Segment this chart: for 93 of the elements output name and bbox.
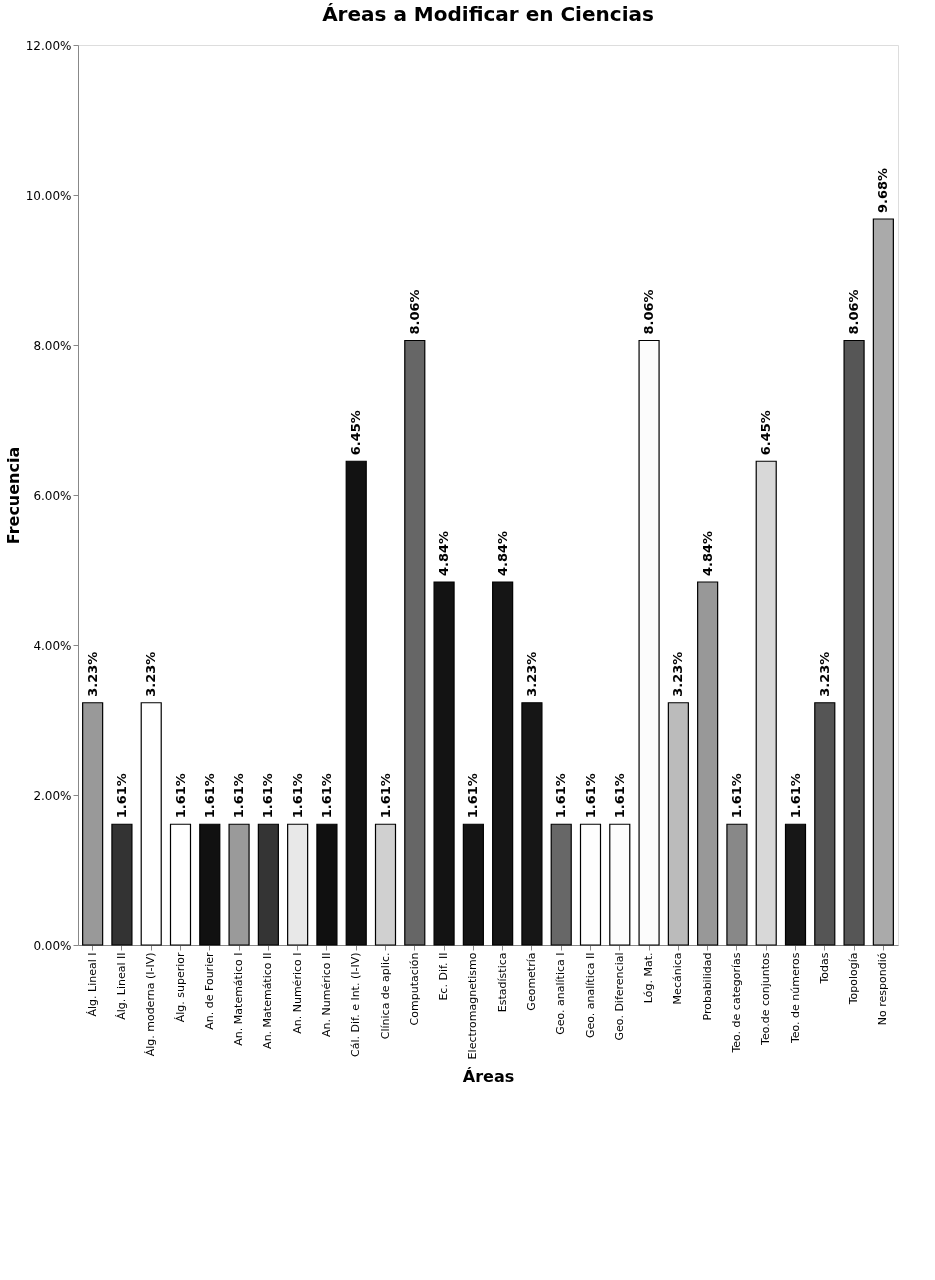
- data-label: 4.84%: [436, 530, 452, 576]
- data-label: 1.61%: [318, 773, 334, 819]
- bar: [111, 823, 133, 946]
- x-tick-label: Geo. Diferencial: [612, 952, 626, 1041]
- bar: [521, 702, 543, 946]
- x-tick-label: Geo. analítica I: [554, 952, 568, 1035]
- y-tick-label: 2.00%: [33, 788, 72, 803]
- y-tick-label: 0.00%: [33, 938, 72, 953]
- x-tick-label: Electromagnetismo: [466, 952, 480, 1060]
- x-tick-label: Geo. analítica II: [583, 952, 597, 1039]
- x-tick-label: Teo.de conjuntos: [759, 952, 773, 1046]
- bar: [579, 823, 602, 946]
- data-label: 1.61%: [172, 773, 188, 819]
- bar: [550, 823, 572, 946]
- x-tick-label: Teo. de categorías: [729, 952, 743, 1054]
- bar: [257, 823, 279, 946]
- x-tick-label: An. Matemático II: [261, 952, 275, 1049]
- y-tick-label: 10.00%: [25, 188, 72, 203]
- bar: [872, 218, 894, 946]
- data-label: 1.61%: [553, 773, 569, 819]
- bar: [492, 581, 514, 946]
- bar: [755, 460, 777, 946]
- x-tick-label: Computación: [407, 952, 421, 1026]
- x-tick-label: Estadística: [495, 952, 509, 1013]
- data-label: 3.23%: [84, 651, 100, 697]
- bar: [140, 702, 162, 946]
- x-tick-label: Todas: [817, 952, 831, 985]
- bar: [609, 823, 631, 946]
- y-tick-label: 4.00%: [33, 638, 72, 653]
- data-label: 8.06%: [846, 289, 862, 335]
- bar: [374, 823, 397, 946]
- data-label: 6.45%: [758, 410, 774, 456]
- bar: [82, 702, 104, 946]
- y-tick-label: 8.00%: [33, 338, 72, 353]
- y-tick-label: 6.00%: [33, 488, 72, 503]
- data-label: 9.68%: [875, 167, 891, 213]
- bar: [199, 823, 221, 946]
- x-tick-label: An. Matemático I: [232, 952, 246, 1046]
- bar: [638, 339, 660, 946]
- x-tick-label: Teo. de números: [788, 952, 802, 1045]
- bar: [169, 823, 192, 946]
- data-label: 1.61%: [582, 773, 598, 819]
- x-tick-label: Probabilidad: [700, 952, 714, 1021]
- data-label: 1.61%: [465, 773, 481, 819]
- data-label: 1.61%: [728, 773, 744, 819]
- data-label: 8.06%: [406, 289, 422, 335]
- data-label: 1.61%: [201, 773, 217, 819]
- data-label: 3.23%: [816, 651, 832, 697]
- bar: [667, 702, 689, 946]
- x-tick-label: Álg. Lineal II: [114, 952, 128, 1020]
- bar: [697, 581, 719, 946]
- bar: [784, 823, 807, 946]
- x-tick-label: Ec. Dif. II: [437, 952, 451, 1001]
- y-tick-label: 12.00%: [25, 38, 72, 53]
- x-tick-label: An. de Fourier: [202, 952, 216, 1030]
- x-tick-label: Clínica de aplic.: [378, 952, 392, 1040]
- y-axis-title: Frecuencia: [3, 446, 23, 545]
- data-label: 1.61%: [289, 773, 305, 819]
- bar: [345, 460, 367, 946]
- x-tick-label: Álg. moderna (I-IV): [144, 952, 158, 1057]
- data-label: 4.84%: [494, 530, 510, 576]
- x-tick-label: Topología: [847, 952, 861, 1006]
- data-label: 3.23%: [143, 651, 159, 697]
- bar: [843, 339, 865, 946]
- data-label: 1.61%: [377, 773, 393, 819]
- bar: [228, 823, 250, 946]
- bar: [462, 823, 484, 946]
- data-label: 8.06%: [641, 289, 657, 335]
- x-tick-label: Álg. superior: [173, 952, 187, 1023]
- x-tick-label: Álg. Lineal I: [85, 952, 99, 1017]
- x-tick-label: Geometría: [524, 952, 538, 1011]
- bar: [814, 702, 836, 946]
- data-label: 1.61%: [113, 773, 129, 819]
- bar: [433, 581, 455, 946]
- chart-title: Áreas a Modificar en Ciencias: [322, 2, 654, 26]
- bar: [316, 823, 338, 946]
- x-tick-label: Mecánica: [671, 952, 685, 1005]
- x-tick-label: Lóg. Mat.: [642, 952, 656, 1004]
- x-tick-label: An. Numérico I: [290, 952, 304, 1034]
- data-label: 3.23%: [670, 651, 686, 697]
- x-tick-label: No respondió: [876, 952, 890, 1026]
- x-tick-label: Cál. Dif. e Int. (I-IV): [349, 952, 363, 1057]
- x-axis-title: Áreas: [462, 1067, 515, 1087]
- bar: [404, 339, 426, 946]
- data-label: 1.61%: [611, 773, 627, 819]
- x-tick-label: An. Numérico II: [319, 952, 333, 1038]
- data-label: 3.23%: [523, 651, 539, 697]
- data-label: 6.45%: [348, 410, 364, 456]
- data-label: 1.61%: [260, 773, 276, 819]
- bar: [287, 823, 309, 946]
- data-label: 4.84%: [699, 530, 715, 576]
- data-label: 1.61%: [787, 773, 803, 819]
- data-label: 1.61%: [231, 773, 247, 819]
